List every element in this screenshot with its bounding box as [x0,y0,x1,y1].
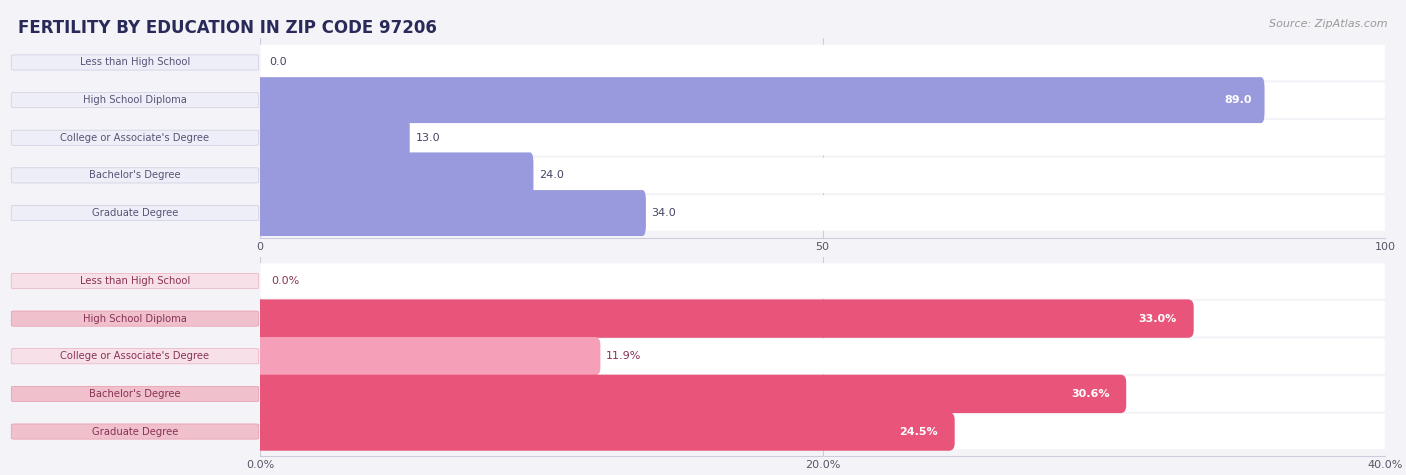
Text: 24.0: 24.0 [538,171,564,180]
FancyBboxPatch shape [260,45,1385,80]
FancyBboxPatch shape [260,376,1385,411]
Text: College or Associate's Degree: College or Associate's Degree [60,351,209,361]
FancyBboxPatch shape [257,152,533,199]
FancyBboxPatch shape [254,299,1194,338]
FancyBboxPatch shape [260,263,1385,299]
Text: Source: ZipAtlas.com: Source: ZipAtlas.com [1270,19,1388,29]
Text: 34.0: 34.0 [651,208,676,218]
FancyBboxPatch shape [254,412,955,451]
Text: Less than High School: Less than High School [80,276,190,286]
FancyBboxPatch shape [260,301,1385,336]
Text: 0.0: 0.0 [269,57,287,67]
Text: FERTILITY BY EDUCATION IN ZIP CODE 97206: FERTILITY BY EDUCATION IN ZIP CODE 97206 [18,19,437,37]
Text: 33.0%: 33.0% [1139,314,1177,323]
Text: Less than High School: Less than High School [80,57,190,67]
Text: Graduate Degree: Graduate Degree [91,208,179,218]
Text: 0.0%: 0.0% [271,276,299,286]
Text: College or Associate's Degree: College or Associate's Degree [60,133,209,143]
Text: High School Diploma: High School Diploma [83,314,187,323]
Text: 24.5%: 24.5% [900,427,938,437]
Text: Graduate Degree: Graduate Degree [91,427,179,437]
FancyBboxPatch shape [260,414,1385,449]
FancyBboxPatch shape [257,115,409,161]
Text: Bachelor's Degree: Bachelor's Degree [89,389,181,399]
FancyBboxPatch shape [260,120,1385,155]
FancyBboxPatch shape [260,83,1385,118]
FancyBboxPatch shape [260,195,1385,231]
Text: Bachelor's Degree: Bachelor's Degree [89,171,181,180]
FancyBboxPatch shape [254,375,1126,413]
FancyBboxPatch shape [257,190,645,236]
FancyBboxPatch shape [260,158,1385,193]
FancyBboxPatch shape [260,339,1385,374]
Text: High School Diploma: High School Diploma [83,95,187,105]
Text: 13.0: 13.0 [415,133,440,143]
FancyBboxPatch shape [254,337,600,375]
FancyBboxPatch shape [257,77,1264,123]
Text: 30.6%: 30.6% [1071,389,1109,399]
Text: 89.0: 89.0 [1225,95,1253,105]
Text: 11.9%: 11.9% [606,351,641,361]
